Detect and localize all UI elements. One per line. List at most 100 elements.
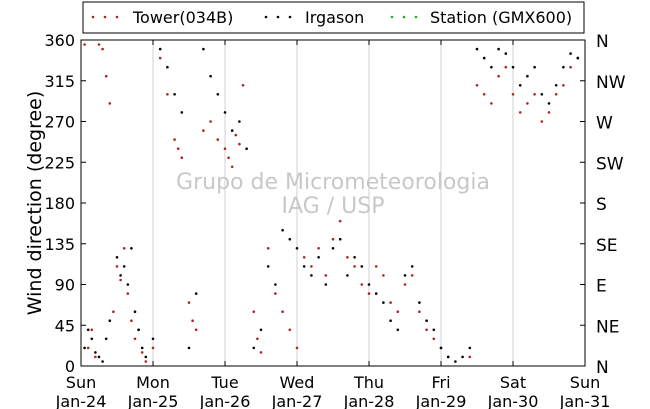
- point-series-0: [166, 93, 169, 96]
- point-series-1: [86, 328, 90, 332]
- legend-marker-station: [414, 15, 418, 19]
- point-series-1: [266, 265, 270, 268]
- point-series-0: [281, 310, 284, 314]
- point-series-1: [454, 360, 457, 363]
- point-series-1: [389, 319, 392, 323]
- point-series-0: [331, 237, 335, 241]
- watermark-line-1: Grupo de Micrometeorologia: [176, 170, 490, 195]
- point-series-0: [497, 74, 500, 78]
- legend-box: [82, 1, 585, 34]
- y-tick-label-right: SW: [596, 154, 624, 174]
- point-series-1: [137, 328, 140, 332]
- point-series-1: [382, 301, 385, 304]
- point-series-1: [238, 120, 241, 123]
- point-series-0: [227, 156, 230, 159]
- point-series-1: [230, 129, 234, 132]
- point-series-0: [274, 292, 277, 295]
- y-axis-label: Wind direction (degree): [24, 91, 46, 316]
- point-series-1: [374, 292, 378, 295]
- point-series-1: [547, 102, 551, 105]
- point-series-1: [396, 328, 400, 332]
- point-series-0: [569, 65, 572, 69]
- point-series-1: [324, 283, 328, 286]
- x-tick-label-date: Jan-27: [271, 392, 323, 409]
- point-series-0: [374, 265, 378, 268]
- point-series-0: [238, 142, 241, 146]
- point-series-1: [97, 355, 101, 359]
- x-tick-label-day: Thu: [353, 373, 384, 392]
- point-series-1: [83, 346, 86, 350]
- point-series-1: [562, 65, 565, 69]
- point-series-1: [497, 47, 500, 51]
- point-series-1: [223, 111, 227, 114]
- x-tick-label-date: Jan-25: [127, 392, 179, 409]
- point-series-1: [115, 255, 119, 259]
- point-series-0: [310, 265, 313, 268]
- point-series-1: [446, 355, 450, 359]
- point-series-1: [288, 237, 292, 241]
- point-series-1: [403, 274, 407, 277]
- y-tick-label: 45: [55, 316, 75, 335]
- x-tick-label-date: Jan-26: [199, 392, 251, 409]
- point-series-1: [140, 346, 144, 350]
- point-series-1: [540, 93, 544, 96]
- point-series-0: [562, 84, 565, 87]
- point-series-1: [425, 319, 428, 323]
- x-tick-label-date: Jan-30: [487, 392, 539, 409]
- point-series-1: [119, 274, 122, 277]
- point-series-0: [256, 337, 259, 341]
- point-series-1: [94, 351, 97, 354]
- point-series-0: [526, 102, 529, 105]
- legend-item-tower: Tower(034B): [91, 8, 233, 27]
- watermark: Grupo de Micrometeorologia IAG / USP: [176, 170, 490, 219]
- point-series-0: [234, 133, 238, 137]
- point-series-0: [101, 47, 104, 51]
- point-series-0: [173, 138, 176, 141]
- point-series-1: [367, 283, 371, 286]
- point-series-0: [367, 292, 371, 295]
- legend-label-irgason: Irgason: [305, 8, 364, 27]
- point-series-0: [425, 328, 428, 332]
- point-series-0: [86, 346, 90, 350]
- point-series-0: [158, 56, 162, 60]
- point-series-0: [389, 301, 392, 304]
- point-series-0: [144, 360, 148, 363]
- point-series-1: [317, 255, 320, 259]
- point-series-0: [104, 74, 108, 78]
- x-tick-label-date: Jan-24: [55, 392, 107, 409]
- point-series-1: [180, 111, 184, 114]
- y-tick-label-right: NW: [596, 73, 626, 93]
- point-series-1: [104, 337, 108, 341]
- point-series-0: [122, 247, 126, 250]
- point-series-1: [126, 283, 130, 286]
- y-tick-label-right: SE: [596, 236, 618, 256]
- point-series-1: [432, 328, 436, 332]
- x-tick-label-date: Jan-29: [415, 392, 467, 409]
- point-series-0: [353, 265, 356, 268]
- point-series-0: [482, 93, 486, 96]
- point-series-0: [133, 337, 137, 341]
- point-series-1: [281, 228, 284, 232]
- point-series-1: [133, 310, 137, 314]
- y-tick-label: 135: [44, 235, 75, 254]
- y-tick-label-right: NE: [596, 317, 619, 337]
- point-series-1: [490, 65, 493, 69]
- point-series-0: [223, 147, 227, 150]
- point-series-1: [468, 346, 472, 350]
- point-series-0: [191, 319, 194, 323]
- y-tick-label-right: S: [596, 195, 607, 215]
- x-tick-label-day: Sat: [500, 373, 526, 392]
- point-series-0: [540, 120, 544, 123]
- point-series-0: [108, 102, 112, 105]
- point-series-1: [90, 337, 94, 341]
- legend-label-tower: Tower(034B): [132, 8, 233, 27]
- point-series-0: [90, 328, 94, 332]
- x-tick-label-day: Tue: [210, 373, 238, 392]
- data-points: [83, 43, 580, 363]
- point-series-1: [259, 328, 263, 332]
- legend-marker-station: [402, 15, 406, 19]
- point-series-1: [194, 292, 198, 295]
- point-series-0: [216, 138, 220, 141]
- point-series-0: [151, 346, 155, 350]
